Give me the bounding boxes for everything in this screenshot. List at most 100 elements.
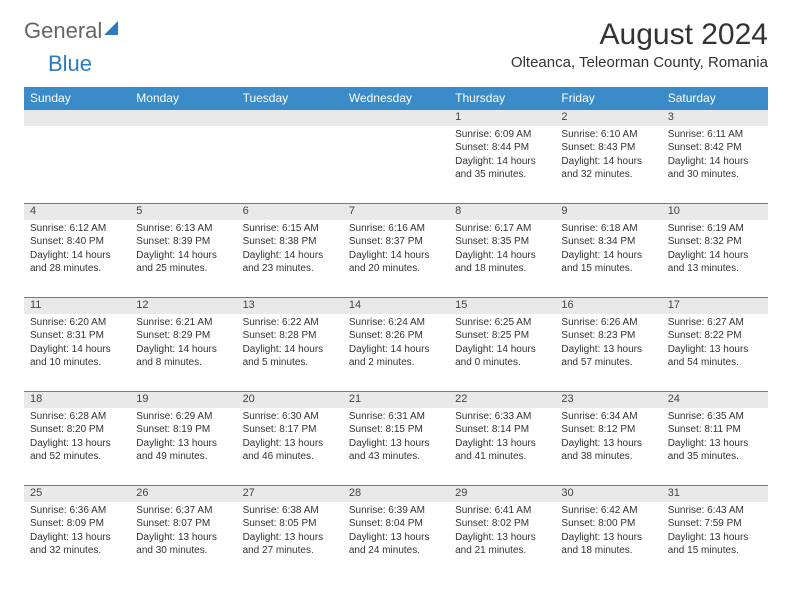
day-number-cell: 7 (343, 204, 449, 220)
day-number-cell: 6 (237, 204, 343, 220)
day-content-cell (130, 126, 236, 204)
sun-info-line: Sunset: 8:32 PM (668, 235, 762, 249)
day-number-cell: 25 (24, 486, 130, 502)
weekday-header-row: Sunday Monday Tuesday Wednesday Thursday… (24, 87, 768, 110)
sun-info-line: Sunset: 8:23 PM (561, 329, 655, 343)
day-content-cell: Sunrise: 6:21 AMSunset: 8:29 PMDaylight:… (130, 314, 236, 392)
day-content-cell: Sunrise: 6:36 AMSunset: 8:09 PMDaylight:… (24, 502, 130, 580)
sun-info-line: Sunset: 8:40 PM (30, 235, 124, 249)
sun-info-line: Sunrise: 6:19 AM (668, 222, 762, 236)
day-number-cell: 1 (449, 110, 555, 126)
day-number-cell: 4 (24, 204, 130, 220)
day-number-cell (343, 110, 449, 126)
sun-info-line: Sunset: 8:19 PM (136, 423, 230, 437)
day-content-cell: Sunrise: 6:27 AMSunset: 8:22 PMDaylight:… (662, 314, 768, 392)
logo-triangle-icon (104, 21, 118, 35)
sun-info-line: Sunset: 8:11 PM (668, 423, 762, 437)
day-number-cell: 24 (662, 392, 768, 408)
sun-info-line: Daylight: 14 hours and 10 minutes. (30, 343, 124, 370)
weekday-header: Wednesday (343, 87, 449, 110)
sun-info-line: Sunrise: 6:42 AM (561, 504, 655, 518)
logo-text-2: Blue (48, 51, 92, 76)
day-number-row: 18192021222324 (24, 392, 768, 408)
sun-info-line: Daylight: 14 hours and 35 minutes. (455, 155, 549, 182)
day-content-cell: Sunrise: 6:20 AMSunset: 8:31 PMDaylight:… (24, 314, 130, 392)
day-content-cell: Sunrise: 6:38 AMSunset: 8:05 PMDaylight:… (237, 502, 343, 580)
month-title: August 2024 (511, 18, 768, 52)
day-content-cell: Sunrise: 6:09 AMSunset: 8:44 PMDaylight:… (449, 126, 555, 204)
day-number-row: 45678910 (24, 204, 768, 220)
day-content-cell: Sunrise: 6:18 AMSunset: 8:34 PMDaylight:… (555, 220, 661, 298)
day-content-cell: Sunrise: 6:17 AMSunset: 8:35 PMDaylight:… (449, 220, 555, 298)
day-number-cell (237, 110, 343, 126)
sun-info-line: Daylight: 13 hours and 38 minutes. (561, 437, 655, 464)
day-number-cell: 11 (24, 298, 130, 314)
sun-info-line: Sunset: 8:26 PM (349, 329, 443, 343)
day-number-cell: 14 (343, 298, 449, 314)
day-number-row: 11121314151617 (24, 298, 768, 314)
logo: General (24, 18, 118, 44)
day-number-cell: 26 (130, 486, 236, 502)
sun-info-line: Sunset: 8:02 PM (455, 517, 549, 531)
sun-info-line: Daylight: 13 hours and 43 minutes. (349, 437, 443, 464)
sun-info-line: Sunrise: 6:22 AM (243, 316, 337, 330)
day-content-row: Sunrise: 6:12 AMSunset: 8:40 PMDaylight:… (24, 220, 768, 298)
calendar-table: Sunday Monday Tuesday Wednesday Thursday… (24, 87, 768, 580)
day-number-cell: 5 (130, 204, 236, 220)
sun-info-line: Daylight: 13 hours and 46 minutes. (243, 437, 337, 464)
day-content-cell: Sunrise: 6:33 AMSunset: 8:14 PMDaylight:… (449, 408, 555, 486)
day-number-row: 123 (24, 110, 768, 126)
weekday-header: Monday (130, 87, 236, 110)
sun-info-line: Daylight: 13 hours and 30 minutes. (136, 531, 230, 558)
sun-info-line: Daylight: 14 hours and 25 minutes. (136, 249, 230, 276)
sun-info-line: Sunrise: 6:09 AM (455, 128, 549, 142)
sun-info-line: Daylight: 14 hours and 2 minutes. (349, 343, 443, 370)
weekday-header: Saturday (662, 87, 768, 110)
sun-info-line: Daylight: 14 hours and 30 minutes. (668, 155, 762, 182)
sun-info-line: Sunset: 8:05 PM (243, 517, 337, 531)
sun-info-line: Sunset: 8:38 PM (243, 235, 337, 249)
day-content-cell (237, 126, 343, 204)
sun-info-line: Sunrise: 6:43 AM (668, 504, 762, 518)
sun-info-line: Daylight: 14 hours and 18 minutes. (455, 249, 549, 276)
location-subtitle: Olteanca, Teleorman County, Romania (511, 54, 768, 71)
sun-info-line: Sunrise: 6:13 AM (136, 222, 230, 236)
title-block: August 2024 Olteanca, Teleorman County, … (511, 18, 768, 71)
sun-info-line: Daylight: 14 hours and 13 minutes. (668, 249, 762, 276)
day-content-cell: Sunrise: 6:25 AMSunset: 8:25 PMDaylight:… (449, 314, 555, 392)
weekday-header: Sunday (24, 87, 130, 110)
day-content-cell: Sunrise: 6:19 AMSunset: 8:32 PMDaylight:… (662, 220, 768, 298)
day-content-cell: Sunrise: 6:35 AMSunset: 8:11 PMDaylight:… (662, 408, 768, 486)
sun-info-line: Daylight: 14 hours and 23 minutes. (243, 249, 337, 276)
sun-info-line: Sunset: 8:00 PM (561, 517, 655, 531)
day-number-cell: 9 (555, 204, 661, 220)
sun-info-line: Daylight: 14 hours and 5 minutes. (243, 343, 337, 370)
sun-info-line: Daylight: 14 hours and 8 minutes. (136, 343, 230, 370)
sun-info-line: Sunrise: 6:24 AM (349, 316, 443, 330)
sun-info-line: Sunset: 7:59 PM (668, 517, 762, 531)
sun-info-line: Sunset: 8:07 PM (136, 517, 230, 531)
sun-info-line: Sunset: 8:28 PM (243, 329, 337, 343)
day-content-cell: Sunrise: 6:29 AMSunset: 8:19 PMDaylight:… (130, 408, 236, 486)
day-number-cell: 19 (130, 392, 236, 408)
sun-info-line: Sunrise: 6:15 AM (243, 222, 337, 236)
day-number-row: 25262728293031 (24, 486, 768, 502)
sun-info-line: Daylight: 13 hours and 21 minutes. (455, 531, 549, 558)
day-content-row: Sunrise: 6:20 AMSunset: 8:31 PMDaylight:… (24, 314, 768, 392)
day-number-cell: 3 (662, 110, 768, 126)
day-content-cell: Sunrise: 6:13 AMSunset: 8:39 PMDaylight:… (130, 220, 236, 298)
sun-info-line: Daylight: 14 hours and 32 minutes. (561, 155, 655, 182)
sun-info-line: Daylight: 13 hours and 57 minutes. (561, 343, 655, 370)
day-number-cell: 17 (662, 298, 768, 314)
day-content-cell: Sunrise: 6:37 AMSunset: 8:07 PMDaylight:… (130, 502, 236, 580)
sun-info-line: Sunset: 8:44 PM (455, 141, 549, 155)
day-content-row: Sunrise: 6:36 AMSunset: 8:09 PMDaylight:… (24, 502, 768, 580)
sun-info-line: Sunrise: 6:25 AM (455, 316, 549, 330)
sun-info-line: Sunrise: 6:18 AM (561, 222, 655, 236)
sun-info-line: Sunrise: 6:20 AM (30, 316, 124, 330)
sun-info-line: Sunset: 8:34 PM (561, 235, 655, 249)
day-content-cell: Sunrise: 6:16 AMSunset: 8:37 PMDaylight:… (343, 220, 449, 298)
day-content-cell: Sunrise: 6:30 AMSunset: 8:17 PMDaylight:… (237, 408, 343, 486)
sun-info-line: Daylight: 14 hours and 0 minutes. (455, 343, 549, 370)
sun-info-line: Sunset: 8:12 PM (561, 423, 655, 437)
